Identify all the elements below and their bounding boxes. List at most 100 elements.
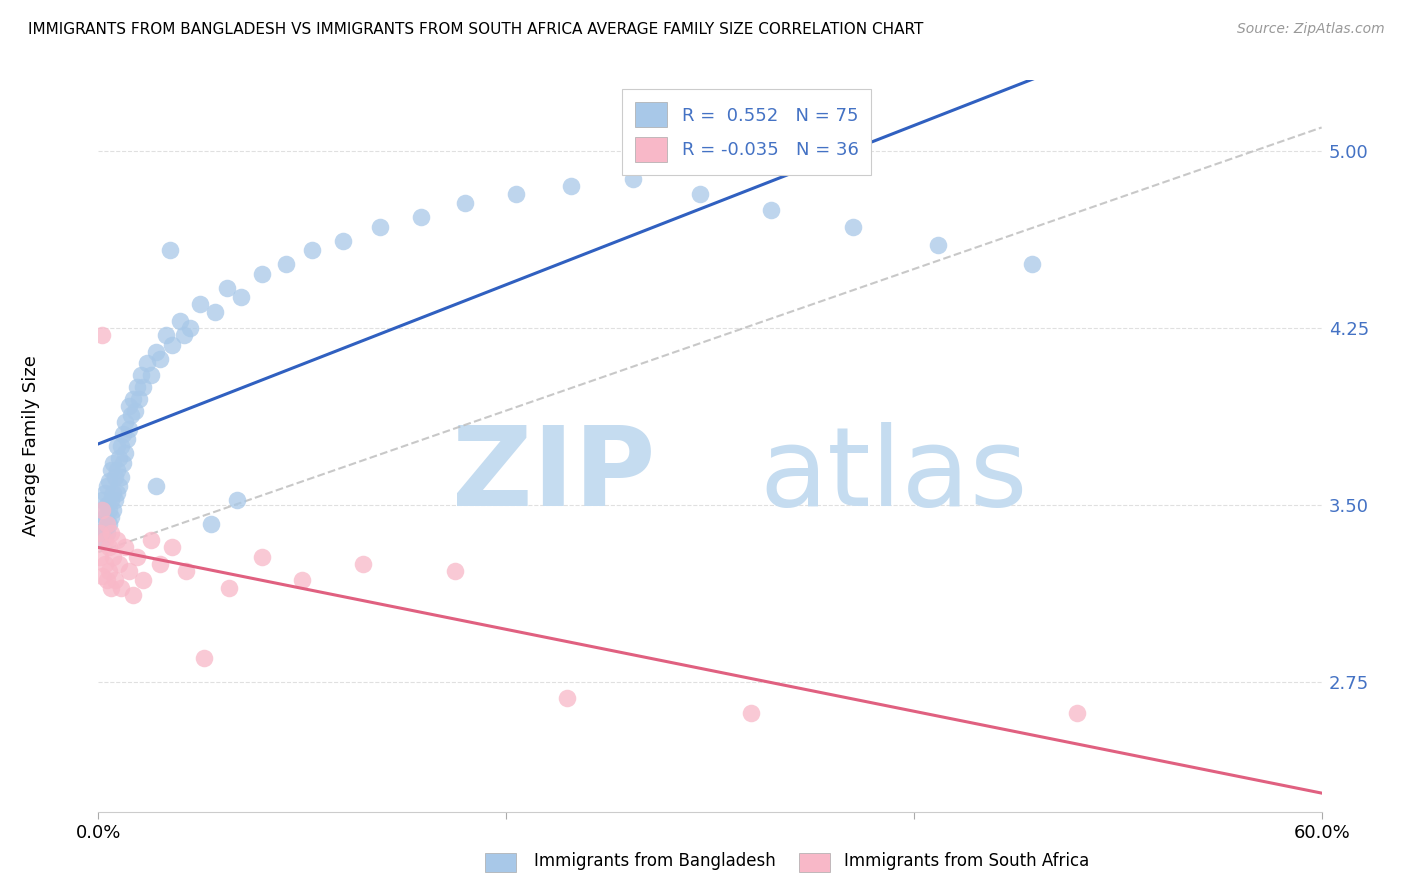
Point: [560, 179, 582, 194]
Point: [231, 290, 253, 304]
Text: Immigrants from South Africa: Immigrants from South Africa: [844, 852, 1088, 870]
Point: [110, 469, 132, 483]
Point: [97, 541, 120, 555]
Point: [291, 574, 314, 588]
Point: [111, 427, 134, 442]
Point: [132, 574, 155, 588]
Point: [169, 314, 191, 328]
Point: [179, 321, 201, 335]
Point: [101, 486, 124, 500]
Point: [97, 475, 120, 489]
Point: [215, 281, 238, 295]
Point: [141, 368, 163, 383]
Point: [204, 304, 226, 318]
Text: atlas: atlas: [759, 422, 1028, 529]
Point: [100, 526, 122, 541]
Point: [740, 706, 762, 720]
Text: ZIP: ZIP: [451, 422, 655, 529]
Point: [454, 196, 477, 211]
Point: [145, 479, 167, 493]
Point: [621, 172, 644, 186]
Point: [145, 344, 167, 359]
Point: [193, 651, 215, 665]
Point: [114, 416, 136, 430]
Point: [100, 493, 122, 508]
Point: [105, 439, 128, 453]
Point: [1066, 706, 1088, 720]
Point: [118, 564, 141, 578]
Point: [1021, 257, 1043, 271]
Point: [91, 502, 114, 516]
Point: [89, 526, 111, 541]
Point: [93, 557, 115, 571]
Point: [110, 581, 132, 595]
Text: Source: ZipAtlas.com: Source: ZipAtlas.com: [1237, 22, 1385, 37]
Point: [149, 557, 172, 571]
Point: [120, 409, 142, 423]
Point: [136, 356, 159, 370]
Point: [93, 509, 115, 524]
Point: [93, 533, 115, 548]
Point: [141, 533, 163, 548]
Point: [226, 493, 249, 508]
Point: [89, 516, 111, 531]
Point: [91, 493, 114, 508]
Point: [505, 186, 527, 201]
Point: [124, 403, 146, 417]
Point: [105, 462, 128, 476]
Point: [149, 351, 172, 366]
Point: [841, 219, 863, 234]
Point: [368, 219, 391, 234]
Point: [115, 432, 138, 446]
Point: [159, 243, 181, 257]
Point: [127, 380, 149, 394]
Point: [352, 557, 374, 571]
Point: [250, 549, 273, 564]
Point: [100, 509, 122, 524]
Point: [101, 502, 124, 516]
Point: [105, 533, 128, 548]
Point: [104, 574, 127, 588]
Point: [200, 516, 222, 531]
Point: [97, 516, 120, 531]
Point: [188, 297, 212, 311]
Point: [96, 516, 118, 531]
Point: [91, 328, 114, 343]
Point: [105, 486, 128, 500]
Point: [101, 549, 124, 564]
Point: [160, 541, 183, 555]
Point: [110, 439, 132, 453]
Point: [108, 479, 131, 493]
Point: [91, 533, 114, 548]
Point: [108, 450, 131, 465]
Point: [128, 392, 150, 406]
Point: [555, 691, 579, 706]
Point: [689, 186, 711, 201]
Point: [122, 588, 145, 602]
Point: [274, 257, 297, 271]
Point: [100, 462, 122, 476]
Point: [118, 399, 141, 413]
Point: [132, 380, 155, 394]
Point: [96, 574, 118, 588]
Point: [927, 238, 949, 252]
Text: Immigrants from Bangladesh: Immigrants from Bangladesh: [534, 852, 776, 870]
Point: [174, 564, 197, 578]
Point: [104, 469, 127, 483]
Point: [111, 456, 134, 470]
Point: [108, 557, 131, 571]
Point: [409, 210, 432, 224]
Text: IMMIGRANTS FROM BANGLADESH VS IMMIGRANTS FROM SOUTH AFRICA AVERAGE FAMILY SIZE C: IMMIGRANTS FROM BANGLADESH VS IMMIGRANTS…: [28, 22, 924, 37]
Point: [91, 568, 114, 582]
Point: [97, 564, 120, 578]
Point: [155, 328, 177, 343]
Point: [101, 456, 124, 470]
Point: [332, 234, 354, 248]
Point: [89, 549, 111, 564]
Point: [104, 493, 127, 508]
Point: [761, 202, 783, 217]
Point: [122, 392, 145, 406]
Point: [100, 581, 122, 595]
Point: [301, 243, 323, 257]
Point: [129, 368, 152, 383]
